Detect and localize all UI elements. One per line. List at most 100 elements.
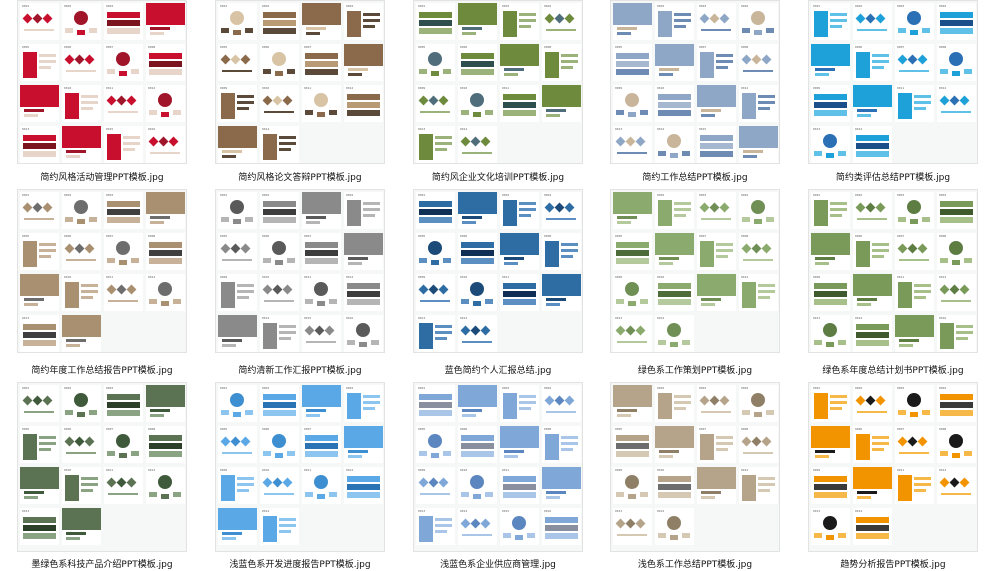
- slide-shape: [503, 291, 536, 297]
- file-item[interactable]: 0001 0002 0003 0004 0005 0006 0007 0008 0009 0010…: [413, 0, 583, 183]
- file-item[interactable]: 0001 0002 0003 0004 0005 0006 0007 0008 0009 0010…: [808, 189, 978, 376]
- slide-shape: [761, 243, 772, 254]
- slide-shape: [262, 477, 273, 488]
- slide-shape: [503, 393, 517, 419]
- slide-shape: [218, 126, 257, 148]
- file-thumbnail[interactable]: 0001 0002 0003 0004 0005 0006 0007 0008 0009 0010…: [610, 382, 780, 552]
- slide-shape: [616, 110, 624, 115]
- slide-shape: [458, 3, 497, 25]
- slide-preview: 0014: [260, 126, 299, 163]
- slide-preview: 0014: [655, 315, 694, 352]
- file-thumbnail[interactable]: 0001 0002 0003 0004 0005 0006 0007 0008 0009 0010…: [215, 0, 385, 164]
- slide-shape: [682, 533, 690, 538]
- slide-shape: [173, 110, 181, 115]
- file-thumbnail[interactable]: 0001 0002 0003 0004 0005 0006 0007 0008 0009 0010…: [215, 189, 385, 353]
- slide-shape: [237, 95, 254, 98]
- slide-preview: 0012: [739, 274, 778, 311]
- file-thumbnail[interactable]: 0001 0002 0003 0004 0005 0006 0007 0008 0009 0010…: [413, 189, 583, 353]
- slide-number: 0003: [699, 386, 707, 390]
- file-item[interactable]: 0001 0002 0003 0004 0005 0006 0007 0008 0009 0010…: [215, 189, 385, 376]
- slide-shape: [544, 202, 555, 213]
- file-thumbnail[interactable]: 0001 0002 0003 0004 0005 0006 0007 0008 0009 0010…: [17, 382, 187, 552]
- file-item[interactable]: 0001 0002 0003 0004 0005 0006 0007 0008 0009 0010…: [610, 382, 780, 570]
- file-name[interactable]: 简约风格论文答辩PPT模板.jpg: [238, 173, 362, 183]
- file-name[interactable]: 简约风格活动管理PPT模板.jpg: [40, 173, 164, 183]
- slide-shape: [940, 402, 973, 408]
- file-thumbnail[interactable]: 0001 0002 0003 0004 0005 0006 0007 0008 0009 0010…: [808, 382, 978, 552]
- slide-number: 0016: [544, 509, 552, 513]
- file-item[interactable]: 0001 0002 0003 0004 0005 0006 0007 0008 0009 0010…: [610, 0, 780, 183]
- slide-shape: [419, 394, 452, 400]
- slide-shape: [222, 70, 252, 72]
- slide-shape: [304, 325, 315, 336]
- slide-shape: [503, 94, 536, 100]
- slide-shape: [462, 32, 476, 35]
- file-thumbnail[interactable]: 0001 0002 0003 0004 0005 0006 0007 0008 0009 0010…: [413, 0, 583, 164]
- slide-number: 0001: [22, 386, 30, 390]
- slide-shape: [667, 323, 681, 337]
- slide-shape: [640, 492, 648, 497]
- slide-shape: [64, 243, 75, 254]
- file-name[interactable]: 简约年度工作总结报告PPT模板.jpg: [31, 366, 173, 376]
- file-name[interactable]: 浅色系工作总结PPT模板.jpg: [637, 560, 753, 570]
- slide-shape: [428, 241, 442, 255]
- slide-shape: [245, 410, 253, 415]
- slide-number: 0009: [418, 468, 426, 472]
- file-item[interactable]: 0001 0002 0003 0004 0005 0006 0007 0008 0009 0010…: [413, 189, 583, 376]
- file-item[interactable]: 0001 0002 0003 0004 0005 0006 0007 0008 0009 0010…: [808, 0, 978, 183]
- slide-shape: [77, 30, 85, 35]
- file-name[interactable]: 浅蓝色系开发进度报告PPT模板.jpg: [229, 560, 371, 570]
- slide-number: 0001: [418, 4, 426, 8]
- slide-shape: [218, 315, 257, 337]
- slide-preview: 0010: [853, 467, 892, 504]
- file-item[interactable]: 0001 0002 0003 0004 0005 0006 0007 0008 0009 0010…: [215, 382, 385, 570]
- file-item[interactable]: 0001 0002 0003 0004 0005 0006 0007 0008 0009 0010…: [17, 189, 187, 376]
- slide-shape: [173, 492, 181, 497]
- slide-shape: [561, 60, 578, 63]
- file-name[interactable]: 简约风企业文化培训PPT模板.jpg: [431, 173, 565, 183]
- file-item[interactable]: 0001 0002 0003 0004 0005 0006 0007 0008 0009 0010…: [610, 189, 780, 376]
- slide-shape: [758, 296, 770, 299]
- slide-preview: 0001: [811, 385, 850, 422]
- file-thumbnail[interactable]: 0001 0002 0003 0004 0005 0006 0007 0008 0009 0010…: [610, 0, 780, 164]
- file-name[interactable]: 简约工作总结PPT模板.jpg: [642, 173, 748, 183]
- file-thumbnail[interactable]: 0001 0002 0003 0004 0005 0006 0007 0008 0009 0010…: [413, 382, 583, 552]
- file-thumbnail[interactable]: 0001 0002 0003 0004 0005 0006 0007 0008 0009 0010…: [808, 189, 978, 353]
- slide-shape: [546, 303, 560, 306]
- file-name[interactable]: 趋势分析报告PPT模板.jpg: [840, 560, 946, 570]
- slide-preview: 0012: [937, 274, 976, 311]
- file-name[interactable]: 墨绿色系科技产品介绍PPT模板.jpg: [31, 560, 173, 570]
- slide-shape: [66, 150, 86, 153]
- slide-shape: [419, 323, 433, 349]
- slide-number: 0011: [304, 275, 312, 279]
- file-thumbnail[interactable]: 0001 0002 0003 0004 0005 0006 0007 0008 0009 0010…: [610, 189, 780, 353]
- file-name[interactable]: 绿色系工作策划PPT模板.jpg: [637, 366, 753, 376]
- file-item[interactable]: 0001 0002 0003 0004 0005 0006 0007 0008 0009 0010…: [17, 0, 187, 183]
- slide-shape: [964, 69, 972, 74]
- slide-preview: 0006: [655, 44, 694, 81]
- file-thumbnail[interactable]: 0001 0002 0003 0004 0005 0006 0007 0008 0009 0010…: [808, 0, 978, 164]
- file-item[interactable]: 0001 0002 0003 0004 0005 0006 0007 0008 0009 0010…: [17, 382, 187, 570]
- file-thumbnail[interactable]: 0001 0002 0003 0004 0005 0006 0007 0008 0009 0010…: [215, 382, 385, 552]
- slide-preview: 0013: [416, 126, 455, 163]
- file-thumbnail[interactable]: 0001 0002 0003 0004 0005 0006 0007 0008 0009 0010…: [17, 189, 187, 353]
- file-item[interactable]: 0001 0002 0003 0004 0005 0006 0007 0008 0009 0010…: [215, 0, 385, 183]
- file-name[interactable]: 简约清新工作汇报PPT模板.jpg: [238, 366, 362, 376]
- slide-shape: [24, 298, 44, 301]
- slide-preview: 0013: [811, 508, 850, 545]
- slide-preview: [500, 126, 539, 163]
- file-name[interactable]: 蓝色简约个人汇报总结.jpg: [444, 366, 552, 376]
- file-thumbnail[interactable]: 0001 0002 0003 0004 0005 0006 0007 0008 0009 0010…: [17, 0, 187, 164]
- file-item[interactable]: 0001 0002 0003 0004 0005 0006 0007 0008 0009 0010…: [808, 382, 978, 570]
- file-name[interactable]: 浅蓝色系企业供应商管理.jpg: [440, 560, 556, 570]
- slide-shape: [168, 136, 179, 147]
- slide-shape: [287, 69, 295, 74]
- file-item[interactable]: 0001 0002 0003 0004 0005 0006 0007 0008 0009 0010…: [413, 382, 583, 570]
- slide-preview: 0002: [260, 385, 299, 422]
- file-name[interactable]: 简约类评估总结PPT模板.jpg: [835, 173, 951, 183]
- slide-shape: [458, 192, 497, 214]
- slide-shape: [348, 450, 368, 453]
- slide-shape: [23, 533, 56, 539]
- slide-preview: 0016: [937, 315, 976, 352]
- file-name[interactable]: 绿色系年度总结计划书PPT模板.jpg: [822, 366, 964, 376]
